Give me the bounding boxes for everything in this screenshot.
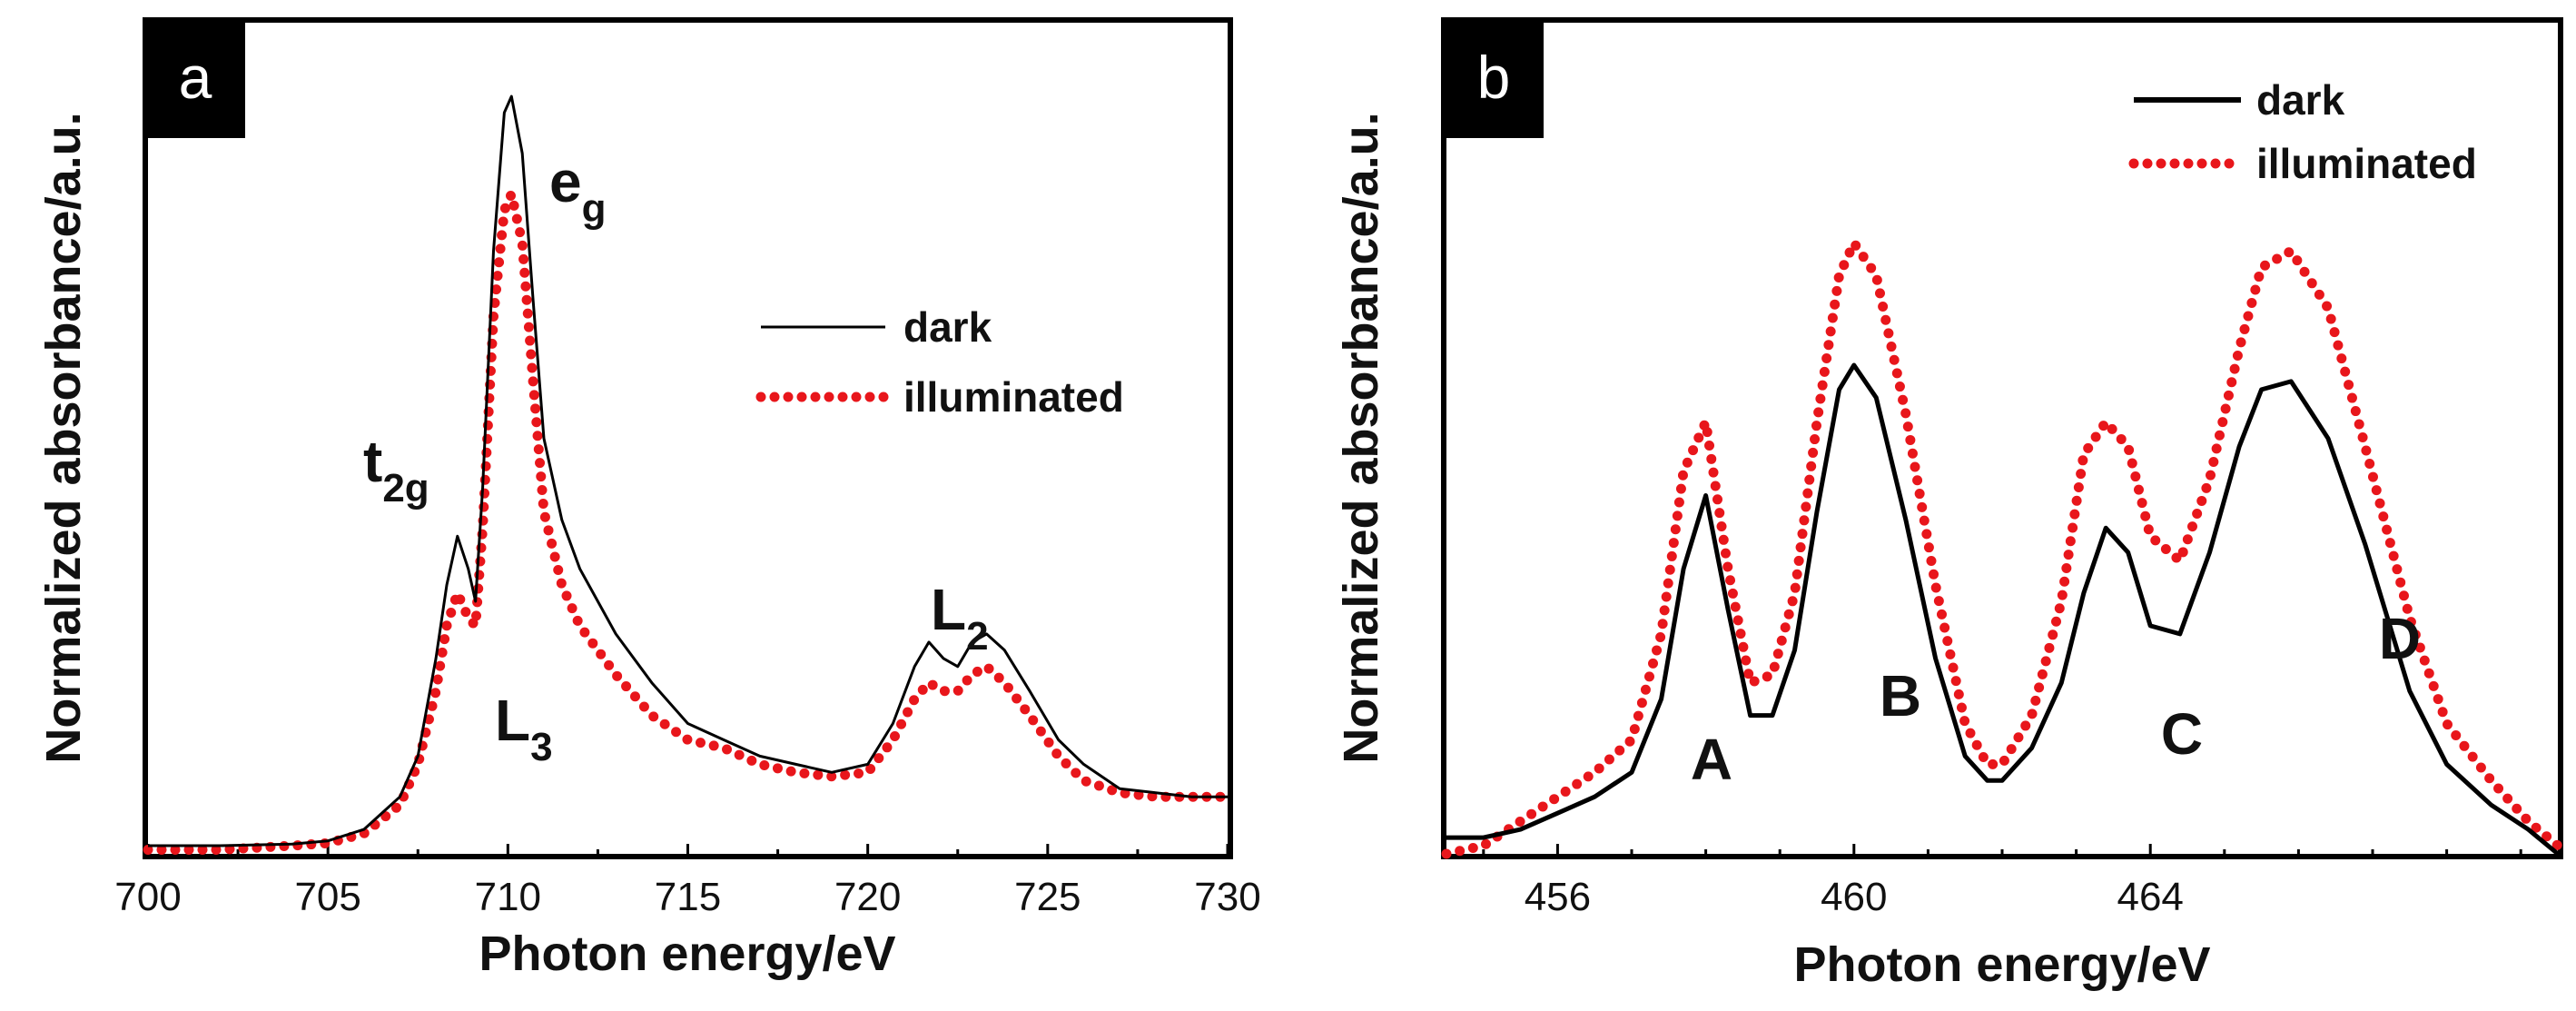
panel-b-series xyxy=(1441,238,2563,859)
panel-b-x-axis-title: Photon energy/eV xyxy=(1793,937,2210,992)
panel-a-x-ticks: 700 705 710 715 720 725 730 xyxy=(114,844,1261,919)
panel-a-y-axis-title: Normalized absorbance/a.u. xyxy=(36,112,91,763)
panel-a-legend-dark-label: dark xyxy=(903,303,992,351)
panel-a-x-tick-label: 720 xyxy=(834,875,901,919)
annotation-t2g: t2g xyxy=(363,429,429,510)
panel-a-x-tick-label: 700 xyxy=(114,875,181,919)
panel-b-x-ticks: 456 460 464 xyxy=(1482,844,2522,919)
annotation-C: C xyxy=(2161,701,2203,767)
panel-b-x-tick-label: 460 xyxy=(1821,875,1887,919)
panel-b-label: b xyxy=(1477,44,1511,111)
panel-a-legend-illuminated-label: illuminated xyxy=(903,373,1124,421)
panel-a-series-illuminated xyxy=(143,189,1233,855)
panel-a-legend: dark illuminated xyxy=(755,303,1124,421)
panel-a-series-dark xyxy=(148,94,1228,847)
annotation-A: A xyxy=(1691,727,1732,792)
annotation-B: B xyxy=(1880,663,1921,729)
panel-a-x-tick-label: 710 xyxy=(475,875,541,919)
panel-b-series-illuminated xyxy=(1441,238,2563,859)
panel-b-x-tick-label: 456 xyxy=(1525,875,1591,919)
panel-b-legend: dark illuminated xyxy=(2128,76,2477,187)
panel-a-label-box xyxy=(145,20,245,138)
annotation-L3: L3 xyxy=(495,688,553,769)
panel-a-x-tick-label: 730 xyxy=(1194,875,1260,919)
panel-a-series xyxy=(143,94,1233,855)
annotation-eg: eg xyxy=(549,149,606,231)
panel-b-x-tick-label: 464 xyxy=(2117,875,2183,919)
panel-b-legend-illuminated-label: illuminated xyxy=(2256,140,2477,187)
panel-a-plot-frame xyxy=(143,17,1233,859)
panel-b-y-axis-title: Normalized absorbance/a.u. xyxy=(1334,112,1388,763)
panel-a-x-tick-label: 725 xyxy=(1014,875,1081,919)
panel-b-legend-dark-label: dark xyxy=(2256,76,2345,124)
panel-b-label-box xyxy=(1444,20,1544,138)
panel-a-x-axis-title: Photon energy/eV xyxy=(479,927,895,981)
panel-b-series-dark xyxy=(1446,362,2560,856)
panel-a: a 700 705 710 715 720 725 730 Photon energy/eV… xyxy=(36,17,1261,981)
panel-a-x-tick-label: 715 xyxy=(655,875,721,919)
annotation-L2: L2 xyxy=(931,577,989,659)
annotation-D: D xyxy=(2379,606,2421,671)
panel-b: b 456 460 464 Photon energy/eV Normalized … xyxy=(1334,17,2563,992)
panel-a-x-tick-label: 705 xyxy=(294,875,360,919)
panel-a-label: a xyxy=(179,44,212,111)
